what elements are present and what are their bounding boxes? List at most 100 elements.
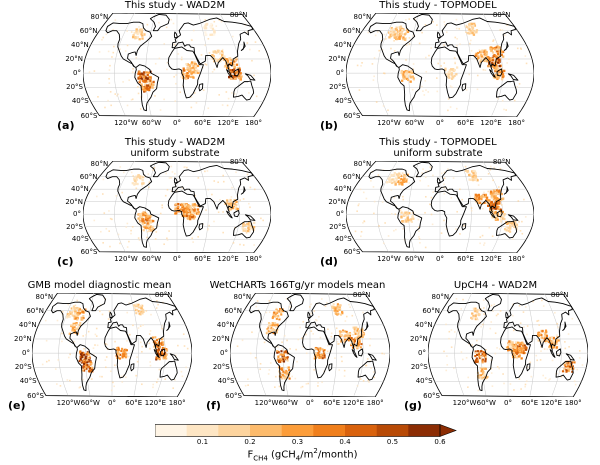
emission-cell bbox=[297, 338, 300, 341]
emission-cell bbox=[145, 71, 148, 74]
emission-cell bbox=[395, 228, 397, 231]
emission-cell bbox=[232, 68, 236, 71]
emission-cell bbox=[405, 19, 407, 21]
emission-cell bbox=[177, 53, 180, 55]
emission-cell bbox=[78, 324, 81, 327]
emission-cell bbox=[475, 313, 479, 316]
emission-cell bbox=[570, 368, 573, 371]
latitude-label: 80°N bbox=[90, 160, 109, 169]
emission-cell bbox=[493, 214, 496, 217]
emission-cell bbox=[141, 350, 143, 353]
emission-cell bbox=[94, 344, 96, 346]
coastline-sumatra bbox=[226, 69, 233, 78]
emission-cell bbox=[338, 369, 341, 371]
emission-cell bbox=[276, 351, 279, 354]
emission-cell bbox=[494, 63, 497, 67]
emission-cell bbox=[159, 212, 162, 215]
panel-title: GMB model diagnostic mean bbox=[27, 280, 172, 291]
meridian-gridline bbox=[114, 13, 135, 116]
emission-cell bbox=[381, 352, 383, 355]
emission-cell bbox=[271, 328, 274, 331]
emission-cell bbox=[82, 361, 85, 364]
emission-cell bbox=[564, 341, 566, 343]
emission-cell bbox=[490, 367, 492, 370]
emission-cell bbox=[455, 228, 457, 230]
emission-cell bbox=[189, 75, 192, 79]
emission-cell bbox=[97, 96, 99, 98]
emission-cell bbox=[136, 36, 140, 39]
emission-cell bbox=[249, 186, 252, 189]
emission-cell bbox=[154, 238, 157, 240]
emission-cell bbox=[538, 333, 542, 336]
emission-cell bbox=[140, 304, 143, 307]
emission-cell bbox=[511, 342, 514, 345]
emission-cell bbox=[482, 56, 486, 60]
emission-cell bbox=[532, 300, 534, 303]
emission-cell bbox=[336, 305, 339, 308]
emission-cell bbox=[389, 179, 392, 182]
emission-cell bbox=[305, 383, 308, 385]
emission-cell bbox=[73, 328, 76, 332]
emission-cell bbox=[424, 56, 427, 59]
emission-cell bbox=[352, 333, 354, 336]
emission-cell bbox=[247, 384, 249, 386]
latitude-label: 20°N bbox=[212, 334, 230, 343]
emission-cell bbox=[213, 201, 216, 203]
emission-cell bbox=[125, 349, 128, 352]
emission-cell bbox=[71, 313, 74, 316]
emission-cell bbox=[186, 67, 189, 70]
emission-cell bbox=[74, 330, 77, 333]
emission-cell bbox=[135, 36, 138, 39]
colorbar-border bbox=[155, 424, 441, 437]
emission-cell bbox=[164, 354, 167, 358]
emission-cell bbox=[372, 371, 375, 373]
emission-cell bbox=[267, 322, 271, 325]
emission-cell bbox=[450, 77, 454, 80]
emission-cell bbox=[489, 47, 492, 51]
emission-cell bbox=[555, 338, 558, 341]
emission-cell bbox=[499, 167, 502, 170]
emission-cell bbox=[193, 208, 196, 211]
emission-cell bbox=[524, 383, 527, 386]
emission-cell bbox=[549, 378, 551, 380]
emission-cell bbox=[146, 84, 149, 87]
emission-cell bbox=[494, 76, 497, 79]
emission-cell bbox=[107, 99, 109, 102]
emission-cell bbox=[495, 212, 498, 215]
emission-cell bbox=[130, 99, 133, 101]
emission-cell bbox=[499, 29, 502, 31]
emission-cell bbox=[498, 73, 502, 76]
coastline-eurasia bbox=[434, 17, 517, 71]
emission-cell bbox=[419, 179, 422, 182]
emission-cell bbox=[454, 36, 457, 39]
emission-cell bbox=[300, 386, 302, 389]
emission-cell bbox=[172, 22, 175, 25]
colorbar-tick-label: 0.2 bbox=[244, 438, 256, 446]
emission-cell bbox=[208, 52, 211, 54]
emission-cell bbox=[425, 89, 427, 91]
emission-cell bbox=[321, 381, 323, 384]
emission-cell bbox=[536, 320, 538, 322]
emission-cell bbox=[275, 314, 278, 317]
longitude-label: 60°W bbox=[278, 399, 298, 407]
emission-cell bbox=[390, 28, 393, 32]
emission-cell bbox=[137, 77, 140, 80]
emission-cell bbox=[495, 68, 498, 72]
emission-cell bbox=[427, 91, 430, 93]
emission-cell bbox=[330, 332, 333, 335]
emission-cell bbox=[141, 37, 144, 40]
emission-cell bbox=[136, 356, 138, 358]
emission-cell bbox=[518, 343, 521, 346]
emission-cell bbox=[567, 368, 571, 371]
emission-cell bbox=[480, 55, 484, 58]
emission-cell bbox=[349, 332, 352, 335]
emission-cell bbox=[400, 69, 403, 73]
emission-cell bbox=[135, 175, 138, 178]
emission-cell bbox=[45, 339, 48, 342]
emission-cell bbox=[477, 308, 480, 311]
emission-cell bbox=[174, 208, 177, 212]
emission-cell bbox=[326, 301, 328, 304]
emission-cell bbox=[471, 26, 475, 29]
emission-cell bbox=[406, 78, 410, 82]
emission-cell bbox=[443, 21, 446, 23]
